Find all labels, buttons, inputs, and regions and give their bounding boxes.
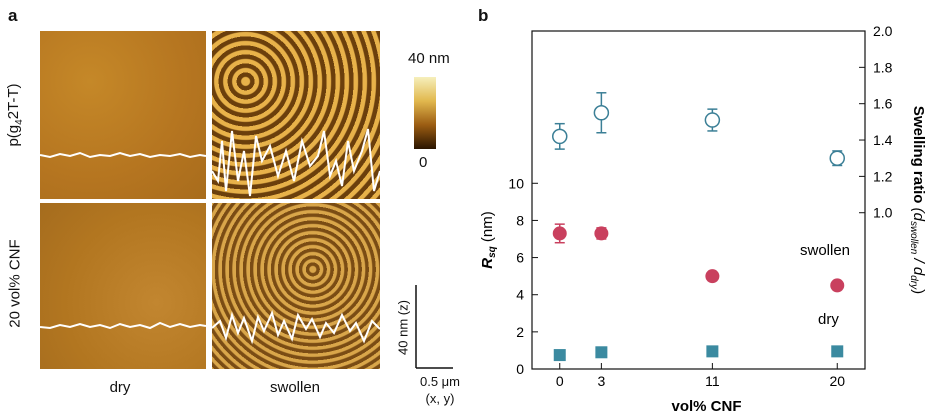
series-label-swollen: swollen bbox=[800, 242, 850, 259]
y2-tick-label-3: 1.6 bbox=[873, 96, 893, 112]
point-0-3 bbox=[830, 278, 845, 293]
height-profile-dry-polymer bbox=[40, 151, 206, 159]
panel-a-letter: a bbox=[8, 6, 18, 25]
afm-tile-dry-polymer bbox=[40, 31, 206, 199]
y2-tick-label-5: 2.0 bbox=[873, 23, 893, 39]
point-2-1 bbox=[593, 105, 610, 121]
scale-bar bbox=[415, 285, 453, 369]
x-tick-label-20: 20 bbox=[829, 373, 845, 389]
plot-frame bbox=[531, 30, 866, 370]
height-profile-swollen-cnf bbox=[212, 310, 380, 345]
point-1-2 bbox=[706, 345, 719, 358]
point-0-1 bbox=[594, 226, 609, 241]
afm-tile-swollen-cnf bbox=[212, 203, 380, 369]
point-0-2 bbox=[705, 269, 720, 284]
series-label-dry: dry bbox=[818, 311, 839, 328]
point-0-0 bbox=[552, 226, 567, 241]
afm-tile-dry-cnf bbox=[40, 203, 206, 369]
colorbar bbox=[414, 77, 436, 149]
panel-b-letter: b bbox=[478, 6, 489, 25]
y2-tick-label-0: 1.0 bbox=[873, 205, 893, 221]
height-profile-swollen-polymer bbox=[212, 128, 380, 197]
point-1-0 bbox=[553, 349, 566, 362]
y2-tick-label-2: 1.4 bbox=[873, 132, 893, 148]
scale-bar-xy-label: 0.5 μm bbox=[419, 374, 460, 389]
point-1-3 bbox=[831, 345, 844, 358]
afm-tile-swollen-polymer bbox=[212, 31, 380, 199]
y-tick-label-2: 2 bbox=[516, 324, 524, 340]
y-tick-label-0: 0 bbox=[516, 361, 524, 377]
y-axis-label: Rsq (nm) bbox=[479, 211, 498, 269]
point-2-0 bbox=[552, 128, 568, 145]
height-profile-dry-cnf bbox=[40, 321, 206, 330]
col-label-dry: dry bbox=[109, 379, 131, 396]
point-1-1 bbox=[595, 346, 608, 359]
scale-bar-xy-sub: (x, y) bbox=[425, 391, 455, 406]
colorbar-max-label: 40 nm bbox=[408, 50, 450, 67]
y2-tick-label-1: 1.2 bbox=[873, 168, 893, 184]
col-label-swollen: swollen bbox=[269, 379, 321, 396]
x-tick-label-3: 3 bbox=[597, 373, 605, 389]
y-tick-label-10: 10 bbox=[508, 175, 524, 191]
y2-axis-label: Swelling ratio (dswollen / ddry) bbox=[908, 106, 927, 294]
colorbar-min-label: 0 bbox=[419, 154, 428, 171]
y-tick-label-4: 4 bbox=[516, 287, 524, 303]
y2-tick-label-4: 1.8 bbox=[873, 59, 893, 75]
point-2-2 bbox=[704, 112, 721, 128]
point-2-3 bbox=[829, 150, 845, 166]
y-tick-label-6: 6 bbox=[516, 250, 524, 266]
x-tick-label-0: 0 bbox=[556, 373, 564, 389]
x-axis-label: vol% CNF bbox=[671, 398, 741, 412]
x-tick-label-11: 11 bbox=[705, 373, 720, 389]
y-tick-label-8: 8 bbox=[516, 212, 524, 228]
